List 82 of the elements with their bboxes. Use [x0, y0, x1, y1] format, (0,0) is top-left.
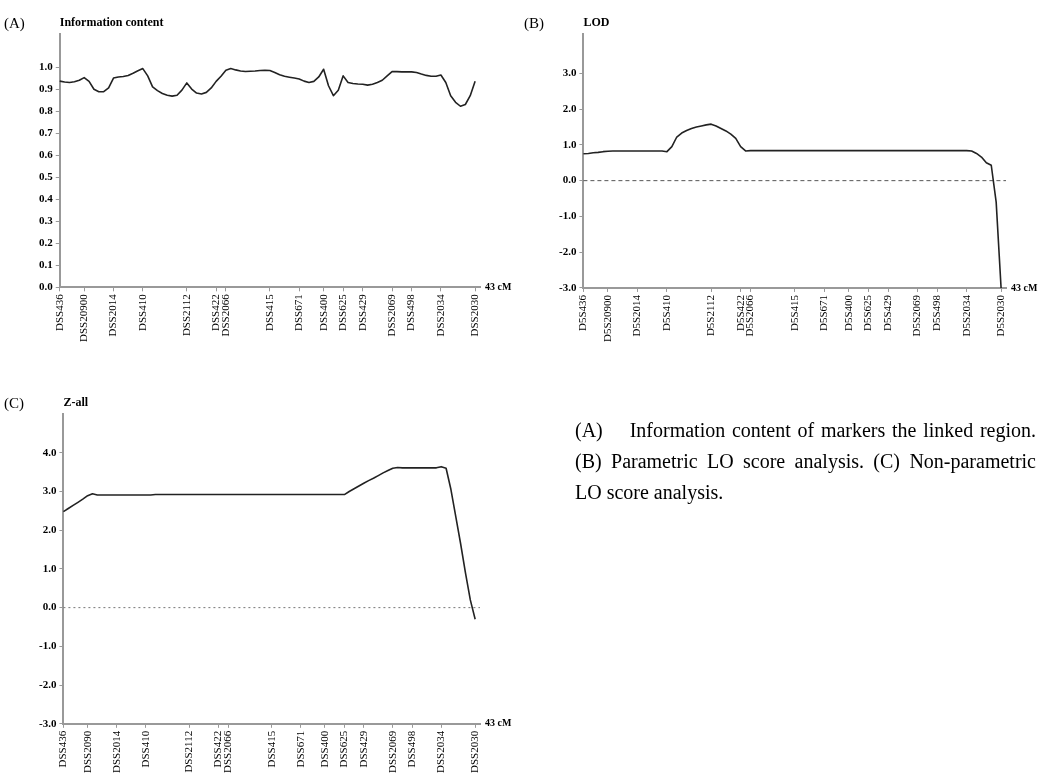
x-tick-label: DSS671: [293, 730, 306, 768]
x-tick-label: D5S498: [930, 294, 943, 331]
x-axis-title: 43 cM: [485, 280, 512, 292]
y-axis-title: LOD: [583, 15, 610, 29]
x-tick-label: D5S400: [841, 294, 854, 331]
x-axis-title: 43 cM: [485, 717, 512, 729]
x-tick-label: D5S436: [576, 294, 589, 331]
y-tick-label: -2.0: [558, 245, 577, 258]
y-tick-label: -3.0: [558, 280, 577, 293]
y-tick-label: 0.3: [39, 214, 54, 227]
y-tick-label: 0.2: [39, 236, 54, 249]
x-tick-label: DSS400: [317, 730, 330, 768]
y-axis-title: Z-all: [63, 395, 89, 409]
x-tick-label: DSS625: [337, 730, 350, 768]
x-tick-label: D5S422: [733, 294, 746, 331]
x-tick-label: D5S2112: [704, 294, 717, 337]
y-tick-label: 1.0: [42, 561, 57, 574]
x-tick-label: D5S429: [880, 294, 893, 331]
x-tick-label: DSS2014: [106, 293, 119, 337]
x-tick-label: DSS415: [264, 730, 277, 768]
x-tick-label: D5S2069: [910, 294, 923, 337]
x-tick-label: DSS2112: [179, 294, 192, 337]
y-tick-label: 4.0: [42, 445, 57, 458]
x-tick-label: DSS429: [356, 730, 369, 768]
y-tick-label: 0.0: [562, 173, 577, 186]
y-tick-label: 2.0: [562, 101, 577, 114]
y-tick-label: 0.5: [39, 170, 54, 183]
y-tick-label: -1.0: [38, 639, 57, 652]
x-tick-label: DSS498: [404, 293, 417, 332]
x-tick-label: DSS2030: [468, 293, 480, 337]
y-tick-label: 3.0: [562, 66, 577, 79]
x-tick-label: DSS498: [405, 730, 418, 768]
x-tick-label: D5S415: [787, 294, 800, 331]
x-tick-label: D5S20900: [600, 294, 613, 342]
x-tick-label: D5S410: [659, 294, 672, 331]
x-tick-label: D5S625: [861, 294, 874, 331]
x-tick-label: DSS400: [316, 293, 329, 332]
x-tick-label: DSS2090: [80, 730, 93, 774]
x-tick-label: DSS2066: [221, 730, 233, 774]
y-tick-label: 0.8: [39, 103, 54, 116]
x-tick-label: DSS2014: [109, 730, 122, 774]
x-tick-label: DSS2030: [468, 730, 481, 774]
x-tick-label: DSS625: [336, 293, 349, 332]
chart-title: (C): [4, 395, 24, 412]
y-tick-label: 0.6: [39, 148, 54, 160]
y-tick-label: 1.0: [39, 59, 54, 72]
x-tick-label: D5S671: [817, 294, 830, 331]
x-tick-label: DSS436: [52, 293, 65, 332]
x-axis-title: 43 cM: [1011, 281, 1038, 293]
y-tick-label: 0.9: [39, 81, 54, 94]
x-tick-label: DSS671: [292, 294, 305, 332]
y-tick-label: 0.1: [39, 258, 53, 271]
x-tick-label: DSS2034: [433, 293, 446, 337]
x-tick-label: DSS2069: [384, 293, 397, 337]
text: (A) Information content of markers the linked region. (B) Parametric LO score analysis. (C) Non-parametric LO score analysis.: [575, 418, 1036, 506]
chart-title: (A): [4, 15, 25, 32]
x-tick-label: DSS20900: [77, 293, 90, 343]
y-tick-label: 0.7: [39, 125, 54, 138]
y-tick-label: -3.0: [38, 716, 57, 729]
x-tick-label: DSS436: [56, 730, 69, 768]
x-tick-label: D5S2034: [959, 294, 972, 337]
x-tick-label: DSS415: [262, 293, 275, 332]
x-tick-label: D5S2066: [743, 294, 756, 337]
x-tick-label: D5S2030: [993, 294, 1006, 337]
y-axis-title: Information content: [59, 15, 164, 29]
y-tick-label: 0.0: [39, 280, 54, 293]
x-tick-label: DSS2069: [385, 730, 398, 774]
x-tick-label: DSS429: [355, 293, 368, 332]
x-tick-label: DSS410: [135, 293, 148, 332]
x-tick-label: DSS422: [211, 730, 224, 768]
y-tick-label: -2.0: [38, 677, 57, 690]
y-tick-label: 1.0: [562, 137, 577, 150]
x-tick-label: DSS410: [138, 730, 151, 768]
x-tick-label: DSS2034: [434, 730, 447, 774]
x-tick-label: D5S2014: [630, 294, 643, 337]
y-tick-label: -1.0: [558, 209, 577, 222]
chart-title: (B): [524, 15, 544, 32]
x-tick-label: DSS2112: [182, 730, 195, 773]
y-tick-label: 3.0: [42, 484, 57, 497]
y-tick-label: 2.0: [42, 523, 57, 536]
y-tick-label: 0.0: [42, 600, 57, 613]
y-tick-label: 0.4: [39, 192, 54, 205]
